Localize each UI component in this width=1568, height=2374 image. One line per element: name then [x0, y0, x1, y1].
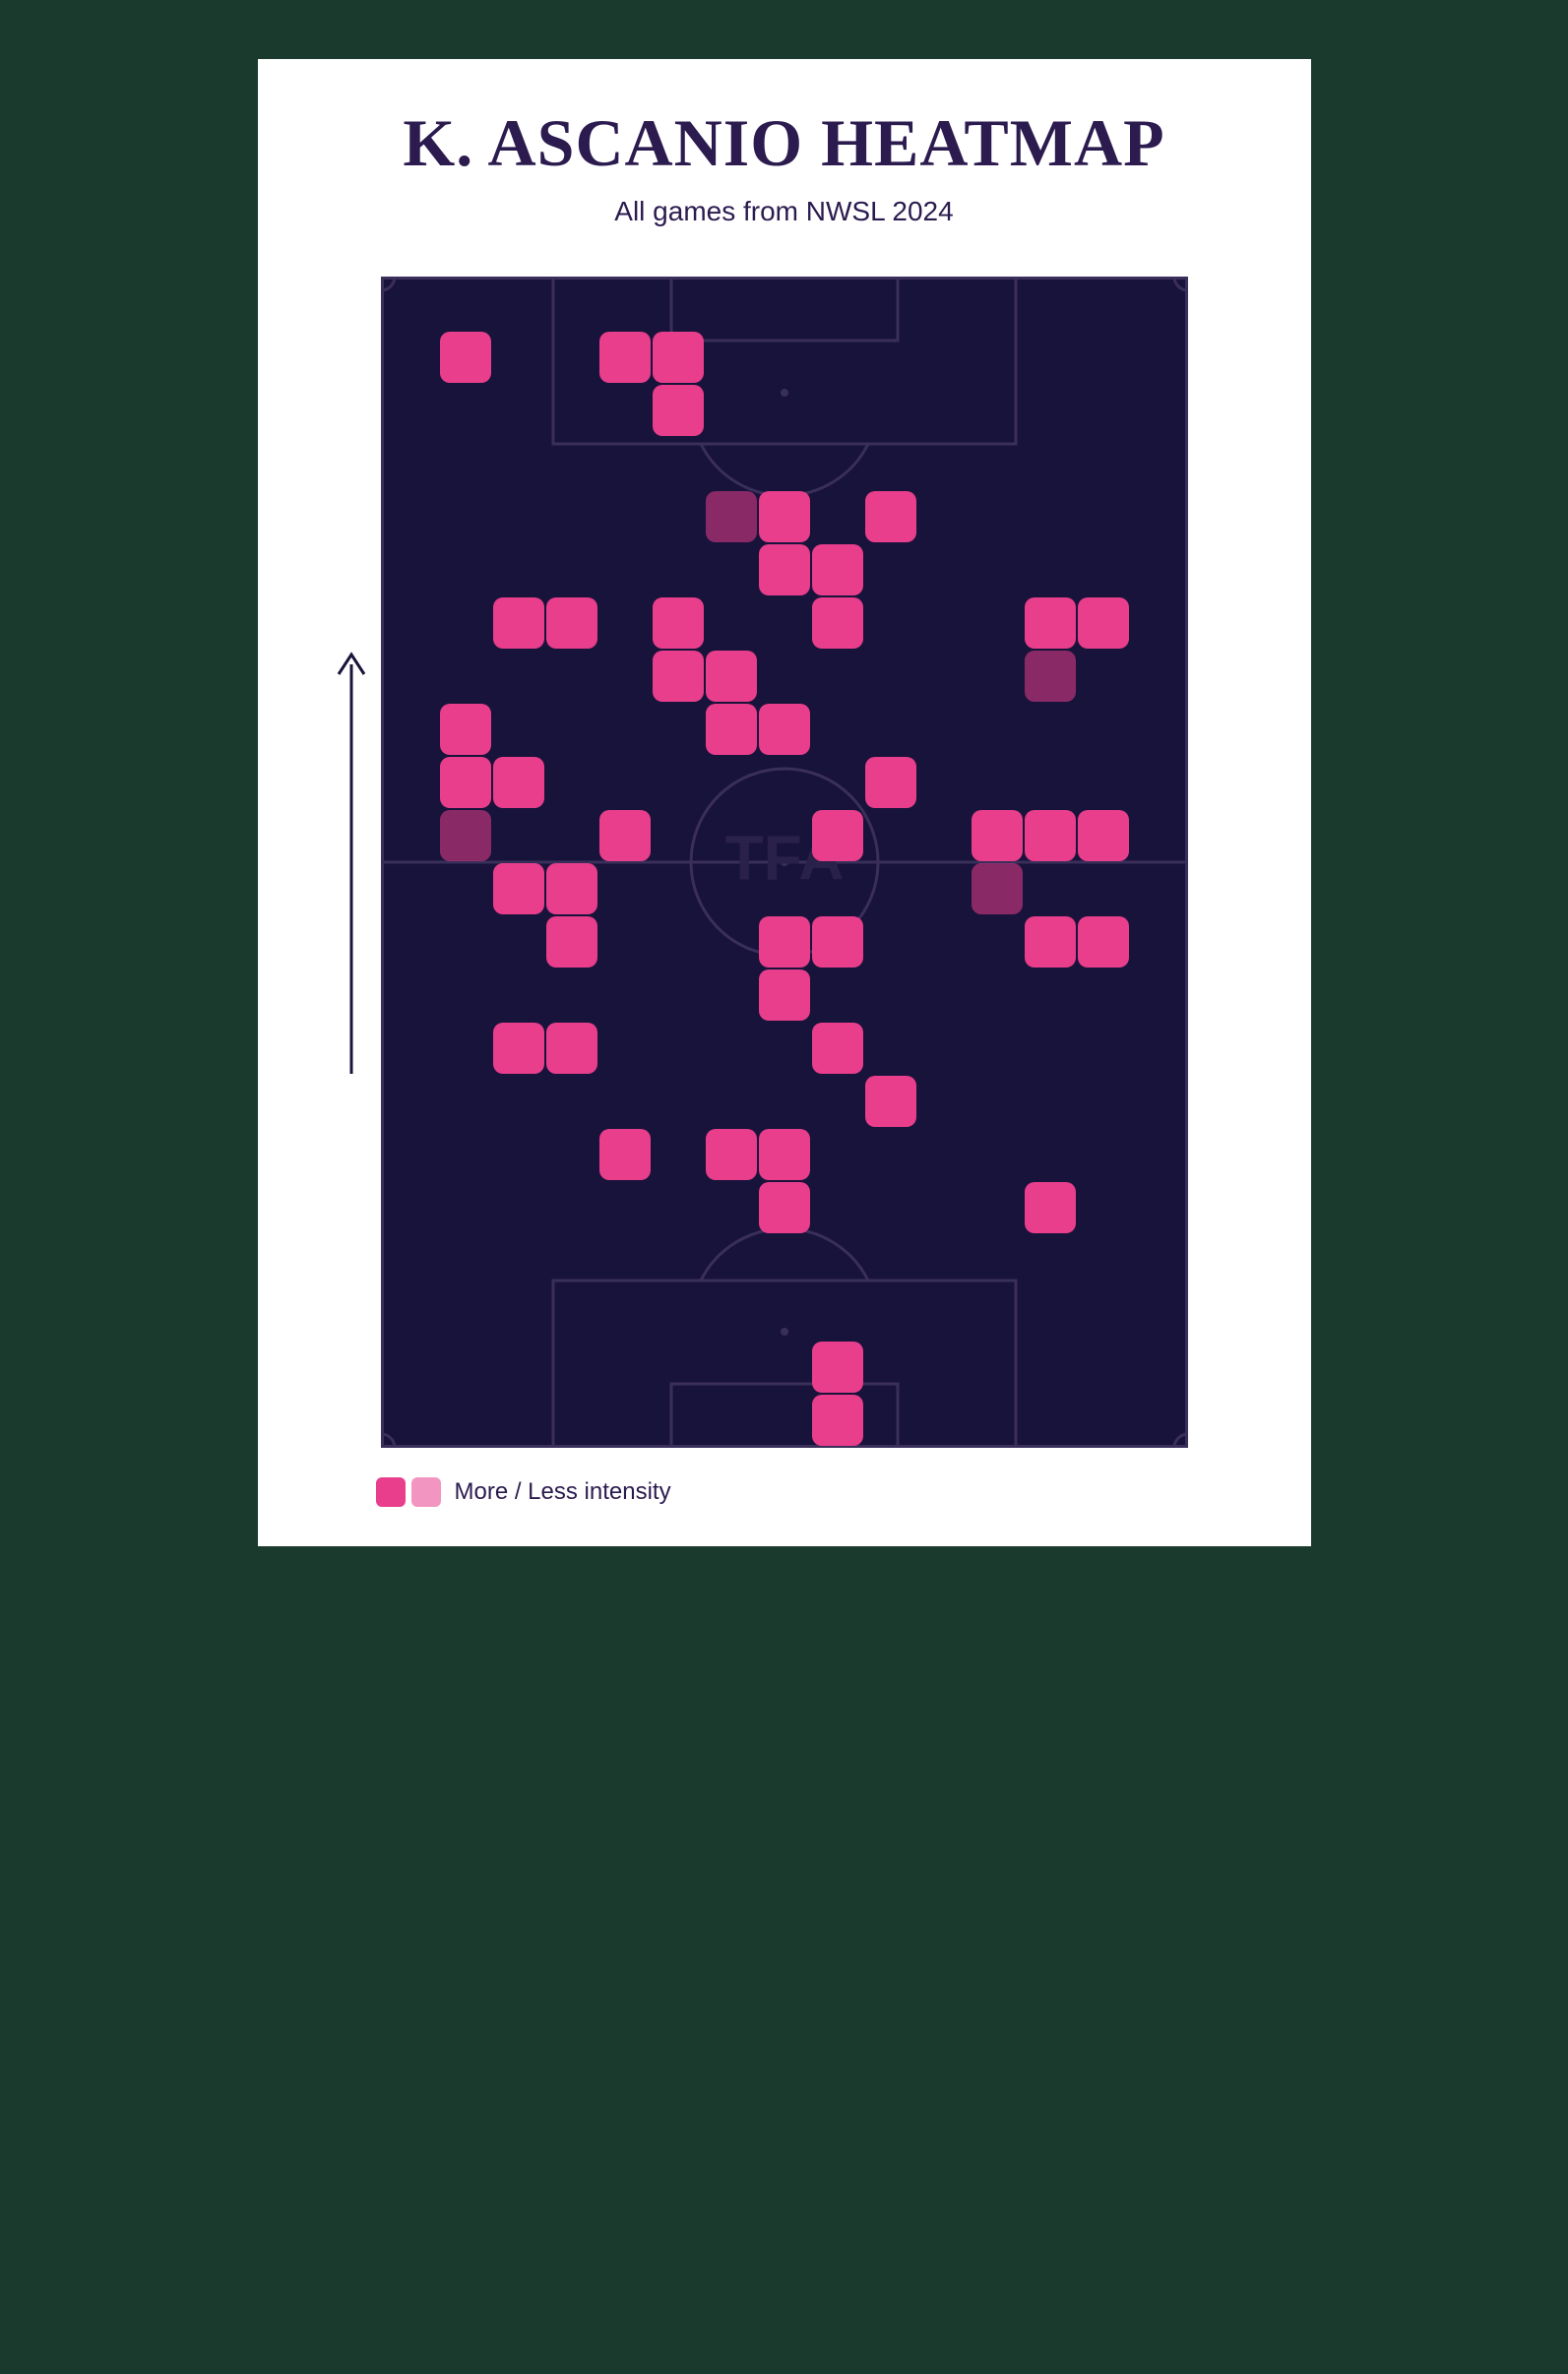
pitch-heatmap: TFA: [381, 277, 1188, 1448]
legend-swatch: [376, 1477, 406, 1507]
page-title: K. ASCANIO HEATMAP: [307, 108, 1262, 178]
direction-arrow: [335, 651, 368, 1074]
page-subtitle: All games from NWSL 2024: [307, 196, 1262, 227]
legend-swatches: [376, 1477, 441, 1507]
pitch-container: TFA: [307, 277, 1262, 1448]
legend-swatch: [411, 1477, 441, 1507]
arrow-up-icon: [335, 651, 368, 1074]
legend: More / Less intensity: [376, 1477, 1262, 1507]
heatmap-card: K. ASCANIO HEATMAP All games from NWSL 2…: [258, 59, 1311, 1546]
legend-label: More / Less intensity: [455, 1478, 671, 1506]
